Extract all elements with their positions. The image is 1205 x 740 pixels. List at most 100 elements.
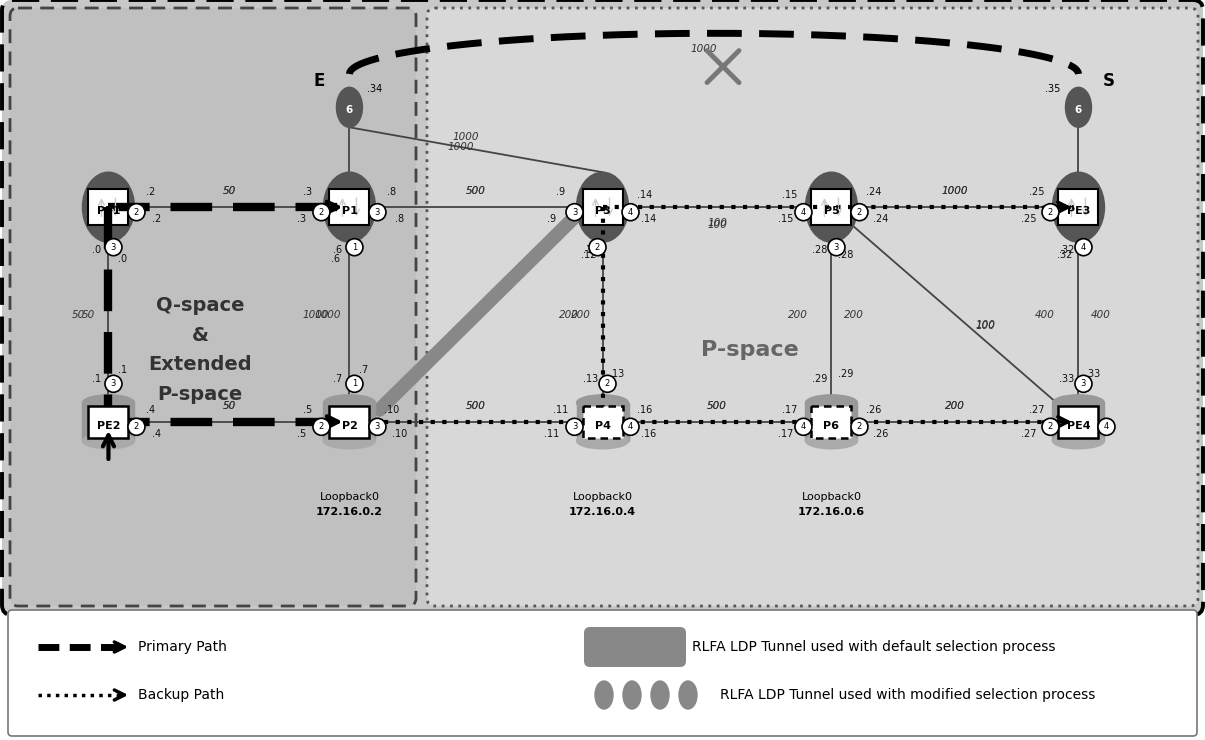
- Text: .33: .33: [1084, 369, 1100, 379]
- Circle shape: [1075, 375, 1092, 392]
- Text: P2: P2: [341, 421, 358, 431]
- Circle shape: [851, 418, 868, 435]
- Text: .15: .15: [778, 214, 793, 224]
- Text: 4: 4: [1081, 243, 1086, 252]
- Text: 3: 3: [375, 208, 380, 217]
- Text: 1000: 1000: [690, 44, 717, 54]
- Text: E: E: [315, 73, 325, 90]
- Ellipse shape: [678, 681, 696, 709]
- Circle shape: [346, 239, 363, 256]
- Text: PE4: PE4: [1066, 421, 1091, 431]
- Ellipse shape: [82, 172, 135, 242]
- Text: 3: 3: [834, 243, 839, 252]
- Text: 4: 4: [628, 208, 633, 217]
- FancyBboxPatch shape: [427, 8, 1198, 606]
- Text: .24: .24: [874, 214, 888, 224]
- Circle shape: [105, 239, 122, 256]
- Text: S: S: [1103, 73, 1115, 90]
- Text: 500: 500: [707, 401, 727, 411]
- Text: .17: .17: [778, 428, 793, 439]
- Text: .9: .9: [556, 187, 565, 197]
- Text: .28: .28: [837, 250, 853, 260]
- Circle shape: [1042, 418, 1059, 435]
- Text: 2: 2: [857, 423, 862, 431]
- Text: 2: 2: [134, 208, 139, 217]
- Text: .8: .8: [395, 214, 405, 224]
- Text: 2: 2: [1048, 423, 1053, 431]
- Text: 500: 500: [466, 401, 486, 411]
- Ellipse shape: [82, 395, 135, 411]
- Text: 50: 50: [223, 401, 235, 411]
- Text: 6: 6: [346, 105, 353, 115]
- Text: 2: 2: [1048, 208, 1053, 217]
- Ellipse shape: [1052, 172, 1105, 242]
- Text: 2: 2: [319, 423, 324, 431]
- FancyBboxPatch shape: [811, 189, 852, 225]
- Ellipse shape: [576, 433, 629, 448]
- Circle shape: [346, 375, 363, 392]
- Bar: [82, 403, 135, 441]
- Text: .16: .16: [641, 428, 656, 439]
- Circle shape: [622, 204, 639, 221]
- Text: .2: .2: [146, 187, 155, 197]
- Text: 2: 2: [319, 208, 324, 217]
- Text: 500: 500: [466, 186, 486, 196]
- Text: .14: .14: [637, 190, 652, 201]
- Circle shape: [599, 375, 616, 392]
- Text: 100: 100: [707, 221, 727, 230]
- Circle shape: [369, 204, 386, 221]
- Text: 3: 3: [572, 208, 577, 217]
- Text: 1000: 1000: [942, 186, 968, 196]
- Text: 2: 2: [857, 208, 862, 217]
- Text: 200: 200: [945, 400, 965, 411]
- Text: .13: .13: [609, 369, 624, 379]
- Text: 6: 6: [1075, 105, 1082, 115]
- Ellipse shape: [651, 681, 669, 709]
- Circle shape: [313, 204, 330, 221]
- FancyBboxPatch shape: [88, 406, 129, 438]
- FancyBboxPatch shape: [329, 189, 370, 225]
- FancyBboxPatch shape: [1058, 406, 1099, 438]
- Text: .9: .9: [547, 214, 557, 224]
- Text: .26: .26: [874, 428, 888, 439]
- Text: 200: 200: [570, 309, 590, 320]
- Circle shape: [851, 204, 868, 221]
- Text: .4: .4: [152, 428, 161, 439]
- Text: .3: .3: [296, 214, 306, 224]
- Bar: [576, 403, 629, 441]
- Circle shape: [828, 239, 845, 256]
- Bar: [805, 403, 858, 441]
- Text: .4: .4: [146, 405, 155, 415]
- Text: .28: .28: [812, 245, 827, 255]
- Text: 2: 2: [595, 243, 600, 252]
- Text: 4: 4: [801, 423, 806, 431]
- Circle shape: [1042, 204, 1059, 221]
- Text: .2: .2: [152, 214, 161, 224]
- Text: 3: 3: [1081, 380, 1086, 388]
- Circle shape: [589, 239, 606, 256]
- Text: .16: .16: [637, 405, 652, 415]
- Ellipse shape: [805, 433, 858, 448]
- Text: .12: .12: [583, 245, 598, 255]
- Ellipse shape: [1052, 395, 1105, 411]
- Ellipse shape: [595, 681, 613, 709]
- Text: Q-space
&
Extended
P-space: Q-space & Extended P-space: [148, 296, 252, 404]
- Text: 172.16.0.2: 172.16.0.2: [316, 507, 383, 517]
- Text: 1000: 1000: [453, 132, 480, 142]
- Text: .27: .27: [1029, 405, 1045, 415]
- Text: 4: 4: [628, 423, 633, 431]
- Text: Loopback0: Loopback0: [572, 492, 633, 502]
- Circle shape: [313, 418, 330, 435]
- Text: 50: 50: [72, 309, 84, 320]
- Text: .15: .15: [782, 190, 798, 201]
- Text: 200: 200: [559, 309, 578, 320]
- Ellipse shape: [623, 681, 641, 709]
- Text: .27: .27: [1022, 428, 1036, 439]
- Text: Backup Path: Backup Path: [139, 688, 224, 702]
- FancyBboxPatch shape: [811, 406, 852, 438]
- Text: .25: .25: [1022, 214, 1036, 224]
- Text: 50: 50: [223, 186, 235, 196]
- Circle shape: [1098, 418, 1115, 435]
- Text: 172.16.0.6: 172.16.0.6: [798, 507, 865, 517]
- Ellipse shape: [805, 172, 858, 242]
